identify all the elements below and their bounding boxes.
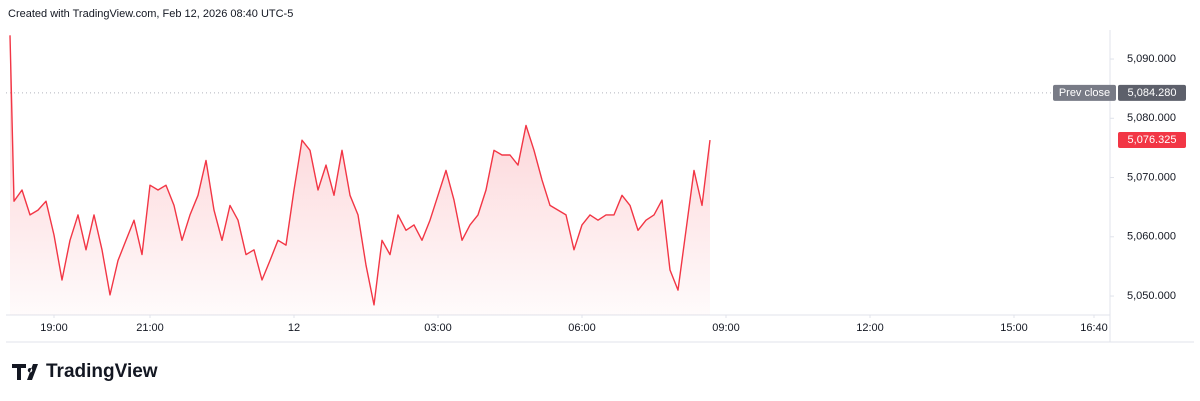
x-tick-label: 19:00	[40, 322, 68, 334]
x-tick-label: 06:00	[568, 322, 596, 334]
x-tick-label: 16:40	[1080, 322, 1108, 334]
x-tick-label: 15:00	[1000, 322, 1028, 334]
x-tick-label: 12:00	[856, 322, 884, 334]
prev-close-name: Prev close	[1059, 87, 1110, 99]
prev-close-name-box	[1053, 84, 1116, 101]
source-note: Created with TradingView.com, Feb 12, 20…	[8, 8, 293, 20]
last-price-box	[1118, 132, 1186, 149]
x-tick-label: 09:00	[712, 322, 740, 334]
area-fill	[10, 35, 710, 316]
x-tick-label: 12	[288, 322, 300, 334]
logo-text: TradingView	[46, 361, 158, 382]
logo: TradingView	[12, 361, 158, 382]
prev-close-value-box	[1118, 84, 1186, 101]
y-tick-label: 5,060.000	[1127, 231, 1176, 243]
x-tick-label: 03:00	[424, 322, 452, 334]
prev-close-label: 5,084.280	[1128, 87, 1177, 99]
x-tick-label: 21:00	[136, 322, 164, 334]
last-price-label: 5,076.325	[1128, 134, 1177, 146]
y-tick-label: 5,070.000	[1127, 171, 1176, 183]
logo-icon	[12, 364, 38, 380]
y-tick-label: 5,090.000	[1127, 53, 1176, 65]
price-line	[9, 35, 711, 306]
y-tick-label: 5,080.000	[1127, 112, 1176, 124]
y-tick-label: 5,050.000	[1127, 290, 1176, 302]
